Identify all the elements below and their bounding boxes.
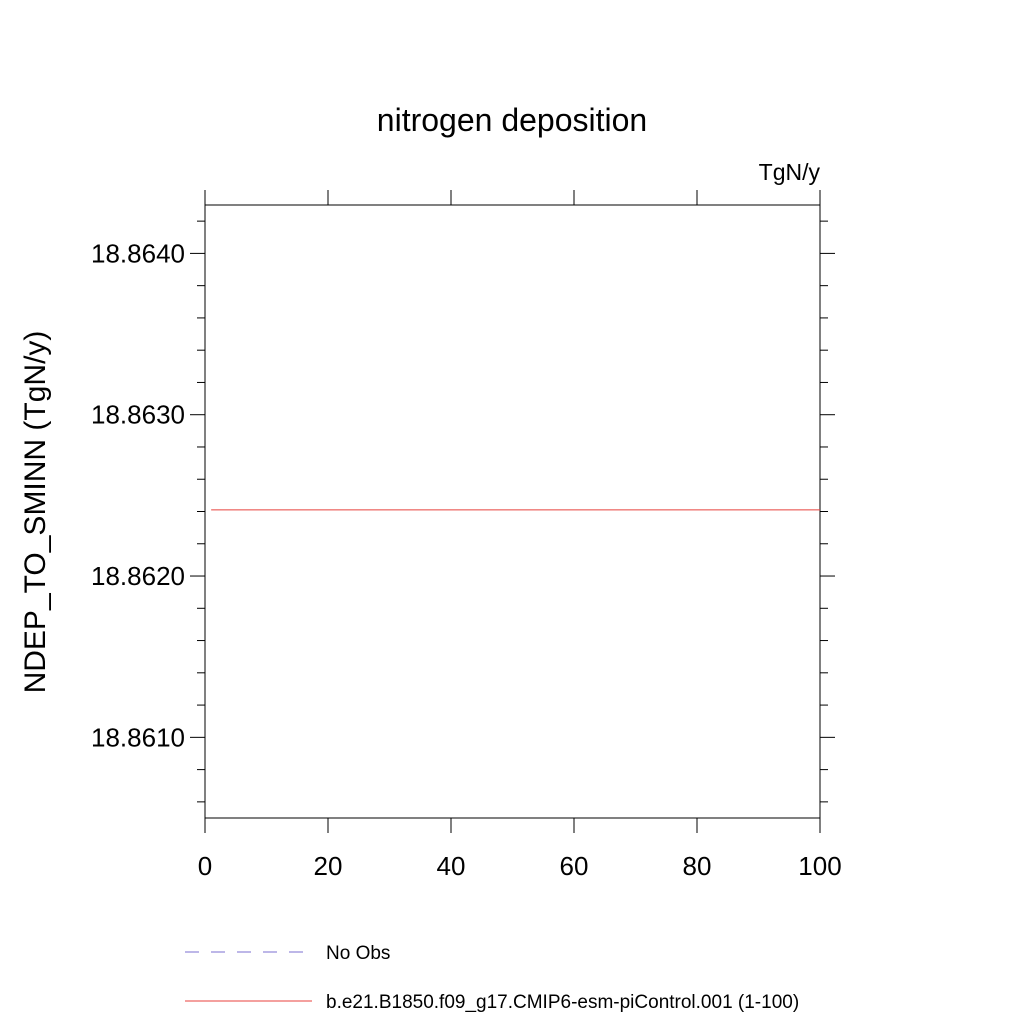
x-tick-label: 80 bbox=[683, 851, 712, 881]
x-axis-ticks: 0 20 40 60 80 100 bbox=[198, 190, 842, 881]
plot-area bbox=[204, 204, 821, 819]
y-tick-label: 18.8610 bbox=[91, 722, 185, 752]
y-tick-label: 18.8620 bbox=[91, 561, 185, 591]
y-tick-label: 18.8630 bbox=[91, 400, 185, 430]
legend: No Obs b.e21.B1850.f09_g17.CMIP6-esm-piCo… bbox=[185, 943, 799, 1013]
x-tick-label: 20 bbox=[314, 851, 343, 881]
chart-title: nitrogen deposition bbox=[377, 102, 647, 138]
y-axis-ticks: 18.8610 18.8620 18.8630 18.8640 bbox=[91, 220, 835, 803]
x-tick-label: 60 bbox=[560, 851, 589, 881]
x-tick-label: 0 bbox=[198, 851, 212, 881]
units-label: TgN/y bbox=[759, 159, 821, 185]
legend-label-0: No Obs bbox=[326, 943, 390, 964]
x-tick-label: 100 bbox=[798, 851, 841, 881]
y-axis-label: NDEP_TO_SMINN (TgN/y) bbox=[19, 331, 52, 694]
legend-label-1: b.e21.B1850.f09_g17.CMIP6-esm-piControl.… bbox=[326, 992, 799, 1013]
y-tick-label: 18.8640 bbox=[91, 238, 185, 268]
x-tick-label: 40 bbox=[437, 851, 466, 881]
plot-frame bbox=[204, 204, 821, 819]
